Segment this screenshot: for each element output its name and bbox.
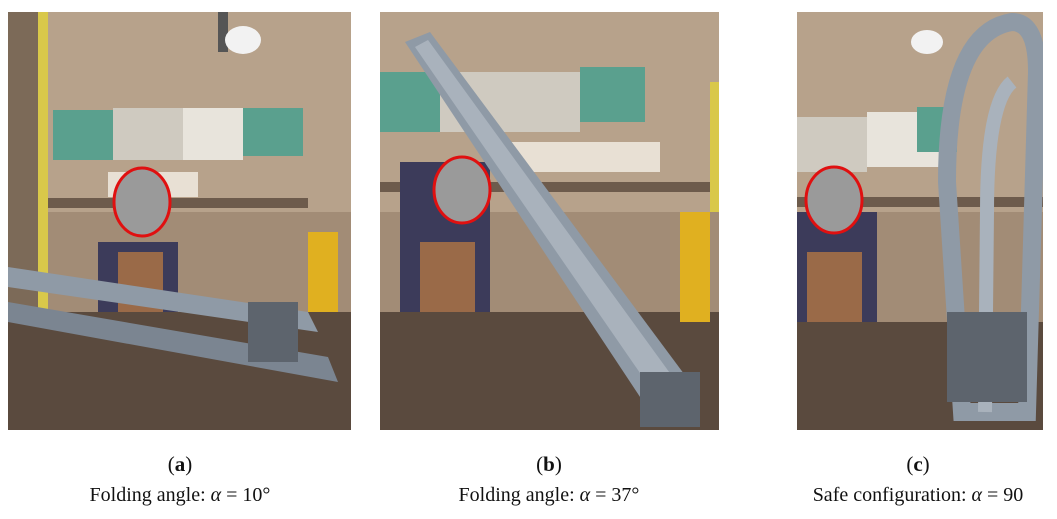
caption-b: Folding angle: α = 37°	[458, 484, 640, 506]
caption-a: Folding angle: α = 10°	[89, 484, 271, 506]
workshop-photo-c	[797, 12, 1043, 430]
photo-panel-c	[797, 12, 1043, 430]
caption-c: Safe configuration: α = 90	[812, 484, 1024, 506]
panel-label-c: (c)	[906, 452, 930, 476]
face-mask-b	[432, 155, 492, 225]
photo-panel-a	[8, 12, 351, 430]
panel-label-a: (a)	[167, 452, 193, 476]
workshop-photo-b	[380, 12, 719, 430]
face-mask-a	[112, 166, 172, 238]
workshop-photo-a	[8, 12, 351, 430]
face-mask-c	[804, 165, 864, 235]
photo-panel-b	[380, 12, 719, 430]
panel-label-b: (b)	[536, 452, 562, 476]
